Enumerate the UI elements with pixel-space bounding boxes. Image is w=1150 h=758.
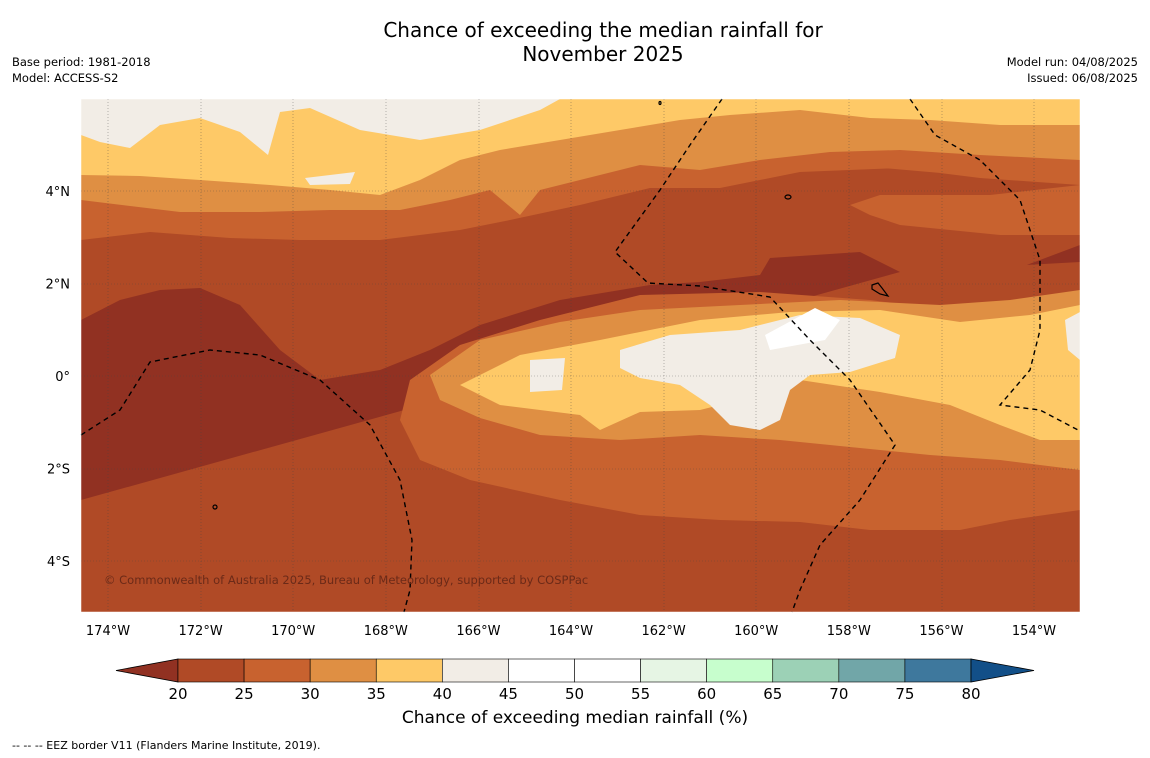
colorbar-segment: [772, 658, 840, 683]
colorbar-tick-label: 50: [565, 685, 584, 703]
colorbar-tick-label: 30: [301, 685, 320, 703]
lat-axis-labels: 4°N 2°N 0° 2°S 4°S: [46, 185, 71, 570]
lon-tick-label: 158°W: [827, 624, 871, 639]
colorbar-under-arrow: [115, 658, 179, 683]
lon-tick-label: 156°W: [919, 624, 963, 639]
eez-legend-note: -- -- -- EEZ border V11 (Flanders Marine…: [12, 739, 321, 752]
lat-tick-label: 4°N: [46, 185, 71, 200]
band-45-50: [81, 99, 1080, 430]
eez-border-west: [80, 349, 413, 613]
colorbar-title: Chance of exceeding median rainfall (%): [401, 708, 749, 728]
colorbar-tick-label: 40: [433, 685, 452, 703]
colorbar-segment: [640, 658, 707, 683]
colorbar-segment: [375, 658, 443, 683]
colorbar-segment: [904, 658, 972, 683]
model-name: Model: ACCESS-S2: [12, 71, 119, 85]
lat-tick-label: 4°S: [47, 555, 70, 570]
eez-borders: [80, 98, 1079, 613]
band-50-55: [765, 308, 840, 350]
lon-tick-label: 160°W: [734, 624, 778, 639]
map-title: Chance of exceeding the median rainfall …: [300, 18, 906, 66]
colorbar-tick-label: 70: [829, 685, 848, 703]
lon-tick-label: 168°W: [364, 624, 408, 639]
colorbar-segment: [838, 658, 906, 683]
lat-tick-label: 2°S: [47, 463, 70, 478]
colorbar-tick-label: 75: [895, 685, 914, 703]
colorbar-tick-label: 20: [168, 685, 187, 703]
colorbar-segment: [442, 658, 509, 683]
model-run-date: Model run: 04/08/2025: [1006, 55, 1138, 69]
lon-axis-labels: 174°W 172°W 170°W 168°W 166°W 164°W 162°W 160°W…: [86, 624, 1056, 639]
colorbar-segment: [706, 658, 774, 683]
colorbar-tick-label: 65: [763, 685, 782, 703]
colorbar-segment: [508, 658, 575, 683]
colorbar-tick-label: 80: [961, 685, 980, 703]
lat-tick-label: 0°: [55, 370, 70, 385]
island-outline: [658, 100, 662, 106]
map-frame: [80, 98, 1081, 613]
colorbar-tick-label: 60: [697, 685, 716, 703]
colorbar-over-arrow: [970, 658, 1035, 683]
lon-tick-label: 174°W: [86, 624, 130, 639]
model-info: Base period: 1981-2018 Model: ACCESS-S2: [12, 54, 151, 86]
colorbar-tick-label: 55: [631, 685, 650, 703]
island-outline: [871, 282, 890, 297]
lon-tick-label: 162°W: [642, 624, 686, 639]
lon-tick-label: 164°W: [549, 624, 593, 639]
colorbar-tick-label: 25: [235, 685, 254, 703]
island-outline: [784, 194, 792, 200]
colorbar-segment: [243, 658, 311, 683]
lat-tick-label: 2°N: [46, 278, 71, 293]
colorbar-tick-label: 45: [499, 685, 518, 703]
colorbar-segment: [309, 658, 377, 683]
probability-field: [81, 99, 1080, 612]
colorbar-segment: [177, 658, 245, 683]
base-period: Base period: 1981-2018: [12, 55, 151, 69]
copyright-text: © Commonwealth of Australia 2025, Bureau…: [104, 573, 588, 587]
lon-tick-label: 154°W: [1012, 624, 1056, 639]
lon-tick-label: 172°W: [179, 624, 223, 639]
title-line-2: November 2025: [522, 42, 684, 66]
colorbar-tick-label: 35: [367, 685, 386, 703]
lon-tick-label: 166°W: [456, 624, 500, 639]
run-info: Model run: 04/08/2025 Issued: 06/08/2025: [1007, 54, 1138, 86]
colorbar: 20 25 30 35 40 45 50 55 60 65 70 75 80: [115, 658, 1035, 703]
lon-tick-label: 170°W: [271, 624, 315, 639]
title-line-1: Chance of exceeding the median rainfall …: [383, 18, 823, 42]
issued-date: Issued: 06/08/2025: [1027, 71, 1138, 85]
island-outline: [212, 504, 218, 510]
colorbar-segment: [574, 658, 641, 683]
islands: [212, 100, 890, 510]
